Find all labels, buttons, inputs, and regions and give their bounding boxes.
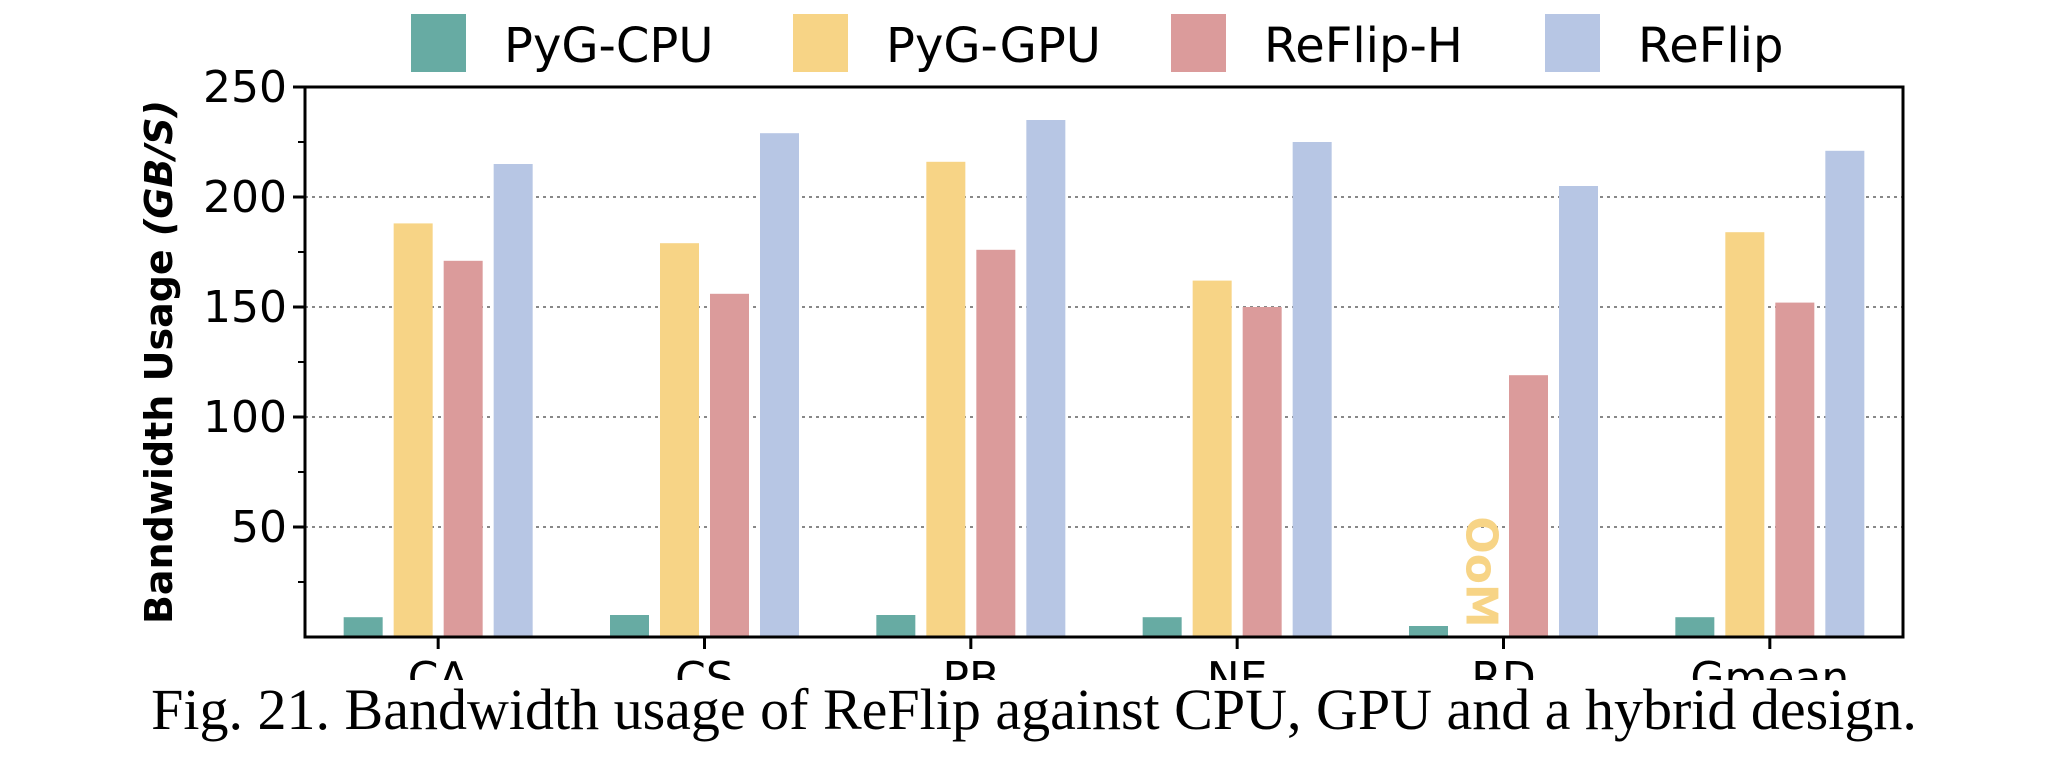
bar-pyg-cpu-pb	[876, 615, 916, 637]
oom-annotation: OoM	[1456, 516, 1507, 627]
bar-reflip-h-ne	[1242, 307, 1282, 637]
legend-label-reflip-h: ReFlip-H	[1264, 18, 1463, 74]
bar-reflip-gmean	[1825, 150, 1865, 638]
bar-pyg-gpu-ca	[393, 223, 433, 637]
bar-reflip-h-ca	[443, 260, 483, 637]
y-axis-label-main: Bandwidth Usage	[137, 236, 181, 624]
y-tick-label: 150	[203, 282, 287, 333]
bar-pyg-gpu-gmean	[1725, 232, 1765, 637]
legend-swatch-reflip	[1545, 14, 1600, 72]
bar-pyg-cpu-cs	[610, 615, 649, 637]
bar-pyg-cpu-gmean	[1675, 617, 1715, 637]
bar-reflip-cs	[760, 133, 799, 637]
bar-pyg-gpu-pb	[926, 161, 966, 638]
bar-reflip-rd	[1559, 186, 1598, 637]
bar-reflip-pb	[1026, 120, 1066, 637]
legend-label-reflip: ReFlip	[1638, 18, 1783, 74]
bar-pyg-gpu-ne	[1192, 280, 1232, 637]
legend-swatch-reflip-h	[1171, 14, 1226, 72]
bar-pyg-cpu-ca	[343, 617, 383, 637]
gridlines	[305, 196, 1903, 528]
y-tick-label: 250	[203, 62, 287, 113]
bar-reflip-h-cs	[710, 293, 749, 637]
annotations: OoM	[1456, 516, 1507, 627]
bar-pyg-cpu-rd	[1409, 626, 1448, 637]
legend-label-pyg-cpu: PyG-CPU	[504, 18, 713, 74]
bar-pyg-cpu-ne	[1142, 617, 1182, 637]
bar-reflip-ne	[1292, 142, 1332, 637]
y-tick-label: 200	[203, 172, 287, 223]
y-tick-label: 50	[231, 502, 287, 553]
plot-frame	[303, 85, 1905, 639]
y-axis-ticks: 50 100 150 200 250	[203, 62, 305, 583]
bars	[343, 120, 1865, 638]
figure-caption: Fig. 21. Bandwidth usage of ReFlip again…	[151, 677, 1917, 742]
y-axis-label: Bandwidth Usage (GB/S)	[137, 100, 181, 624]
bar-pyg-gpu-cs	[660, 243, 699, 637]
bar-reflip-ca	[493, 164, 533, 637]
legend: PyG-CPU PyG-GPU ReFlip-H ReFlip	[411, 14, 1783, 74]
bar-reflip-h-pb	[976, 249, 1016, 638]
x-axis-ticks: CA CS PB NE RD Gmean	[408, 637, 1849, 704]
bar-reflip-h-gmean	[1775, 302, 1815, 637]
legend-swatch-pyg-cpu	[411, 14, 466, 72]
y-axis-label-unit: (GB/S)	[137, 100, 181, 236]
legend-swatch-pyg-gpu	[793, 14, 848, 72]
bar-reflip-h-rd	[1509, 375, 1548, 637]
legend-label-pyg-gpu: PyG-GPU	[886, 18, 1101, 74]
y-tick-label: 100	[203, 392, 287, 443]
